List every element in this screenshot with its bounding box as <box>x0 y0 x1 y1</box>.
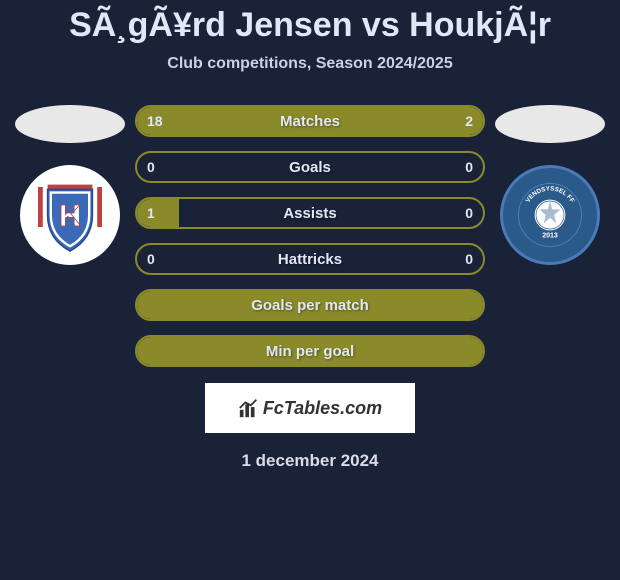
stat-left-value: 0 <box>147 251 155 267</box>
right-nationality-ellipse <box>495 105 605 143</box>
stat-label: Assists <box>283 205 336 222</box>
stat-left-value: 1 <box>147 205 155 221</box>
stat-bar-assists: 1 Assists 0 <box>135 197 485 229</box>
stat-bar-hattricks: 0 Hattricks 0 <box>135 243 485 275</box>
chart-icon <box>238 397 260 419</box>
stats-container: 18 Matches 2 0 Goals 0 1 Assists 0 0 Hattricks 0 Goa… <box>135 105 485 367</box>
left-nationality-ellipse <box>15 105 125 143</box>
stat-right-value: 0 <box>465 205 473 221</box>
stat-right-value: 0 <box>465 159 473 175</box>
stat-left-value: 18 <box>147 113 163 129</box>
stat-label: Min per goal <box>266 343 354 360</box>
stat-left-value: 0 <box>147 159 155 175</box>
stat-bar-goals-per-match: Goals per match <box>135 289 485 321</box>
stat-label: Hattricks <box>278 251 342 268</box>
svg-text:K: K <box>59 199 81 233</box>
fctables-logo: FcTables.com <box>205 383 415 433</box>
stat-bar-matches: 18 Matches 2 <box>135 105 485 137</box>
page-title: SÃ¸gÃ¥rd Jensen vs HoukjÃ¦r <box>0 6 620 45</box>
fctables-text: FcTables.com <box>263 398 382 419</box>
date-label: 1 december 2024 <box>0 451 620 471</box>
stat-right-value: 2 <box>465 113 473 129</box>
stat-right-value: 0 <box>465 251 473 267</box>
stat-label: Goals <box>289 159 331 176</box>
left-team-logo: H K <box>20 165 120 265</box>
stat-label: Goals per match <box>251 297 369 314</box>
right-team-logo: VENDSYSSEL FF 2013 <box>500 165 600 265</box>
stat-label: Matches <box>280 113 340 130</box>
stat-bar-goals: 0 Goals 0 <box>135 151 485 183</box>
subtitle: Club competitions, Season 2024/2025 <box>0 55 620 73</box>
stat-bar-min-per-goal: Min per goal <box>135 335 485 367</box>
svg-text:2013: 2013 <box>542 232 558 239</box>
